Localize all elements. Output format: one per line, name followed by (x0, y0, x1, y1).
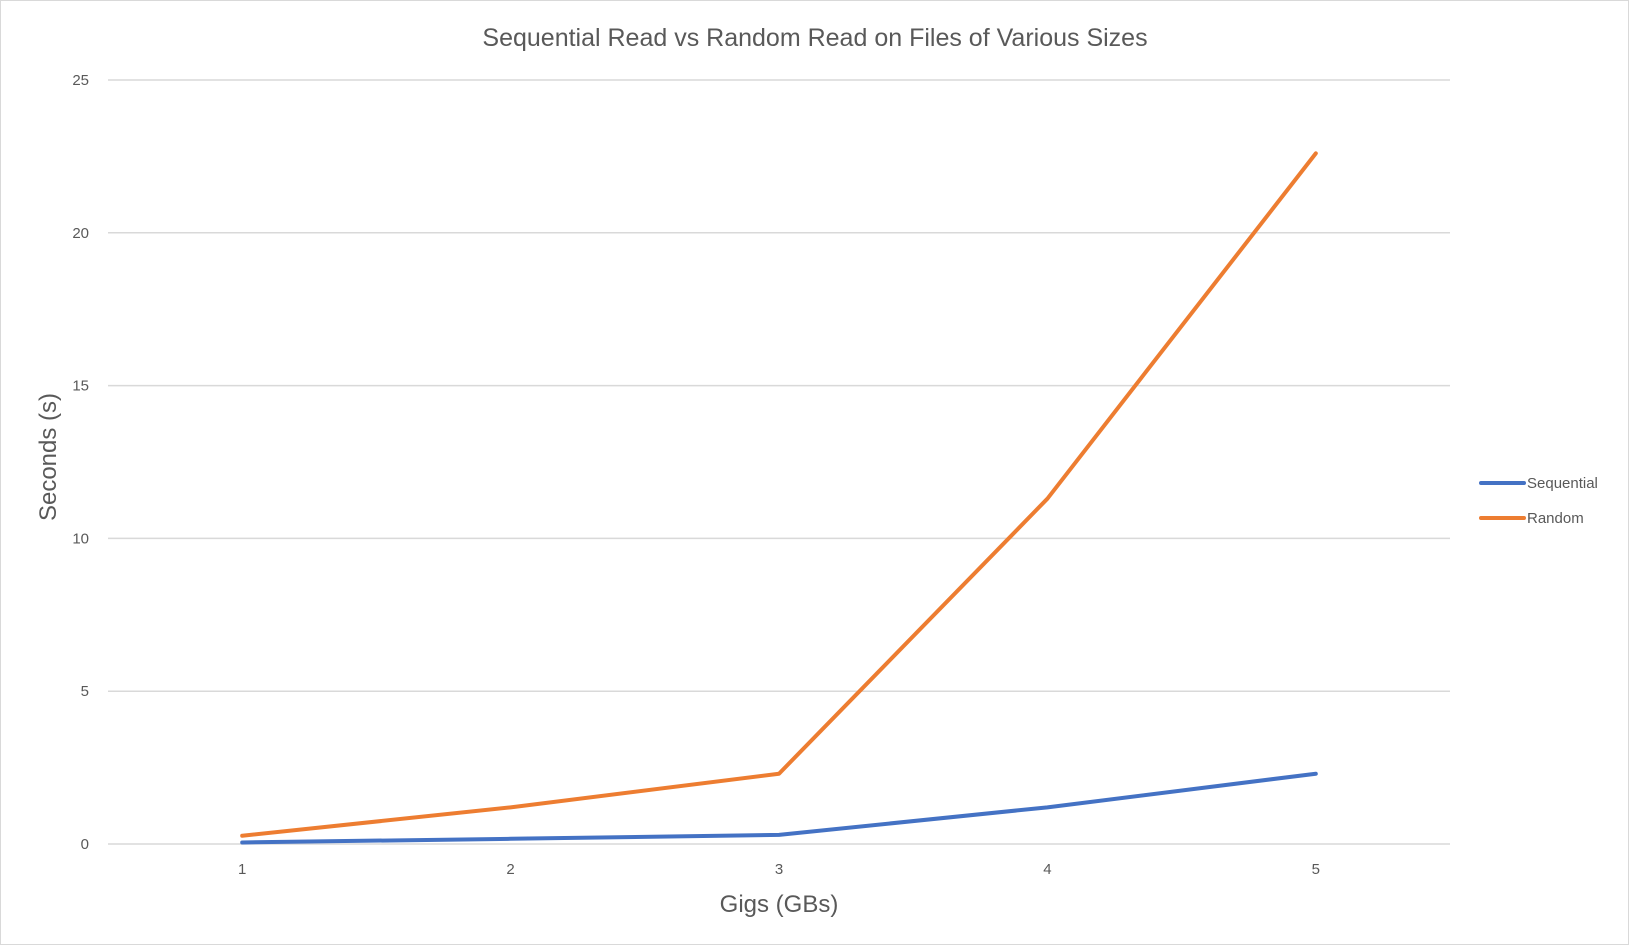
y-tick-label: 10 (72, 530, 89, 547)
y-tick-label: 5 (81, 683, 89, 700)
legend-label: Sequential (1527, 475, 1598, 492)
series-line-random (240, 151, 1318, 838)
legend-item-random: Random (1479, 510, 1584, 527)
y-tick-label: 25 (72, 72, 89, 89)
series-lines (240, 151, 1318, 845)
y-axis-ticks: 0 5 10 15 20 25 (72, 72, 89, 853)
legend-label: Random (1527, 510, 1584, 527)
y-tick-label: 15 (72, 378, 89, 395)
legend: Sequential Random (1479, 475, 1598, 527)
y-axis-title: Seconds (s) (35, 393, 62, 521)
legend-item-sequential: Sequential (1479, 475, 1598, 492)
x-tick-label: 1 (238, 861, 246, 878)
y-tick-label: 20 (72, 225, 89, 242)
chart-title: Sequential Read vs Random Read on Files … (482, 24, 1147, 52)
y-tick-label: 0 (81, 836, 89, 853)
gridlines (108, 79, 1450, 845)
x-axis-title: Gigs (GBs) (720, 891, 839, 918)
series-line-sequential (240, 771, 1318, 845)
x-tick-label: 2 (506, 861, 514, 878)
x-axis-ticks: 1 2 3 4 5 (238, 861, 1320, 878)
x-tick-label: 4 (1043, 861, 1051, 878)
x-tick-label: 3 (775, 861, 783, 878)
x-tick-label: 5 (1312, 861, 1320, 878)
